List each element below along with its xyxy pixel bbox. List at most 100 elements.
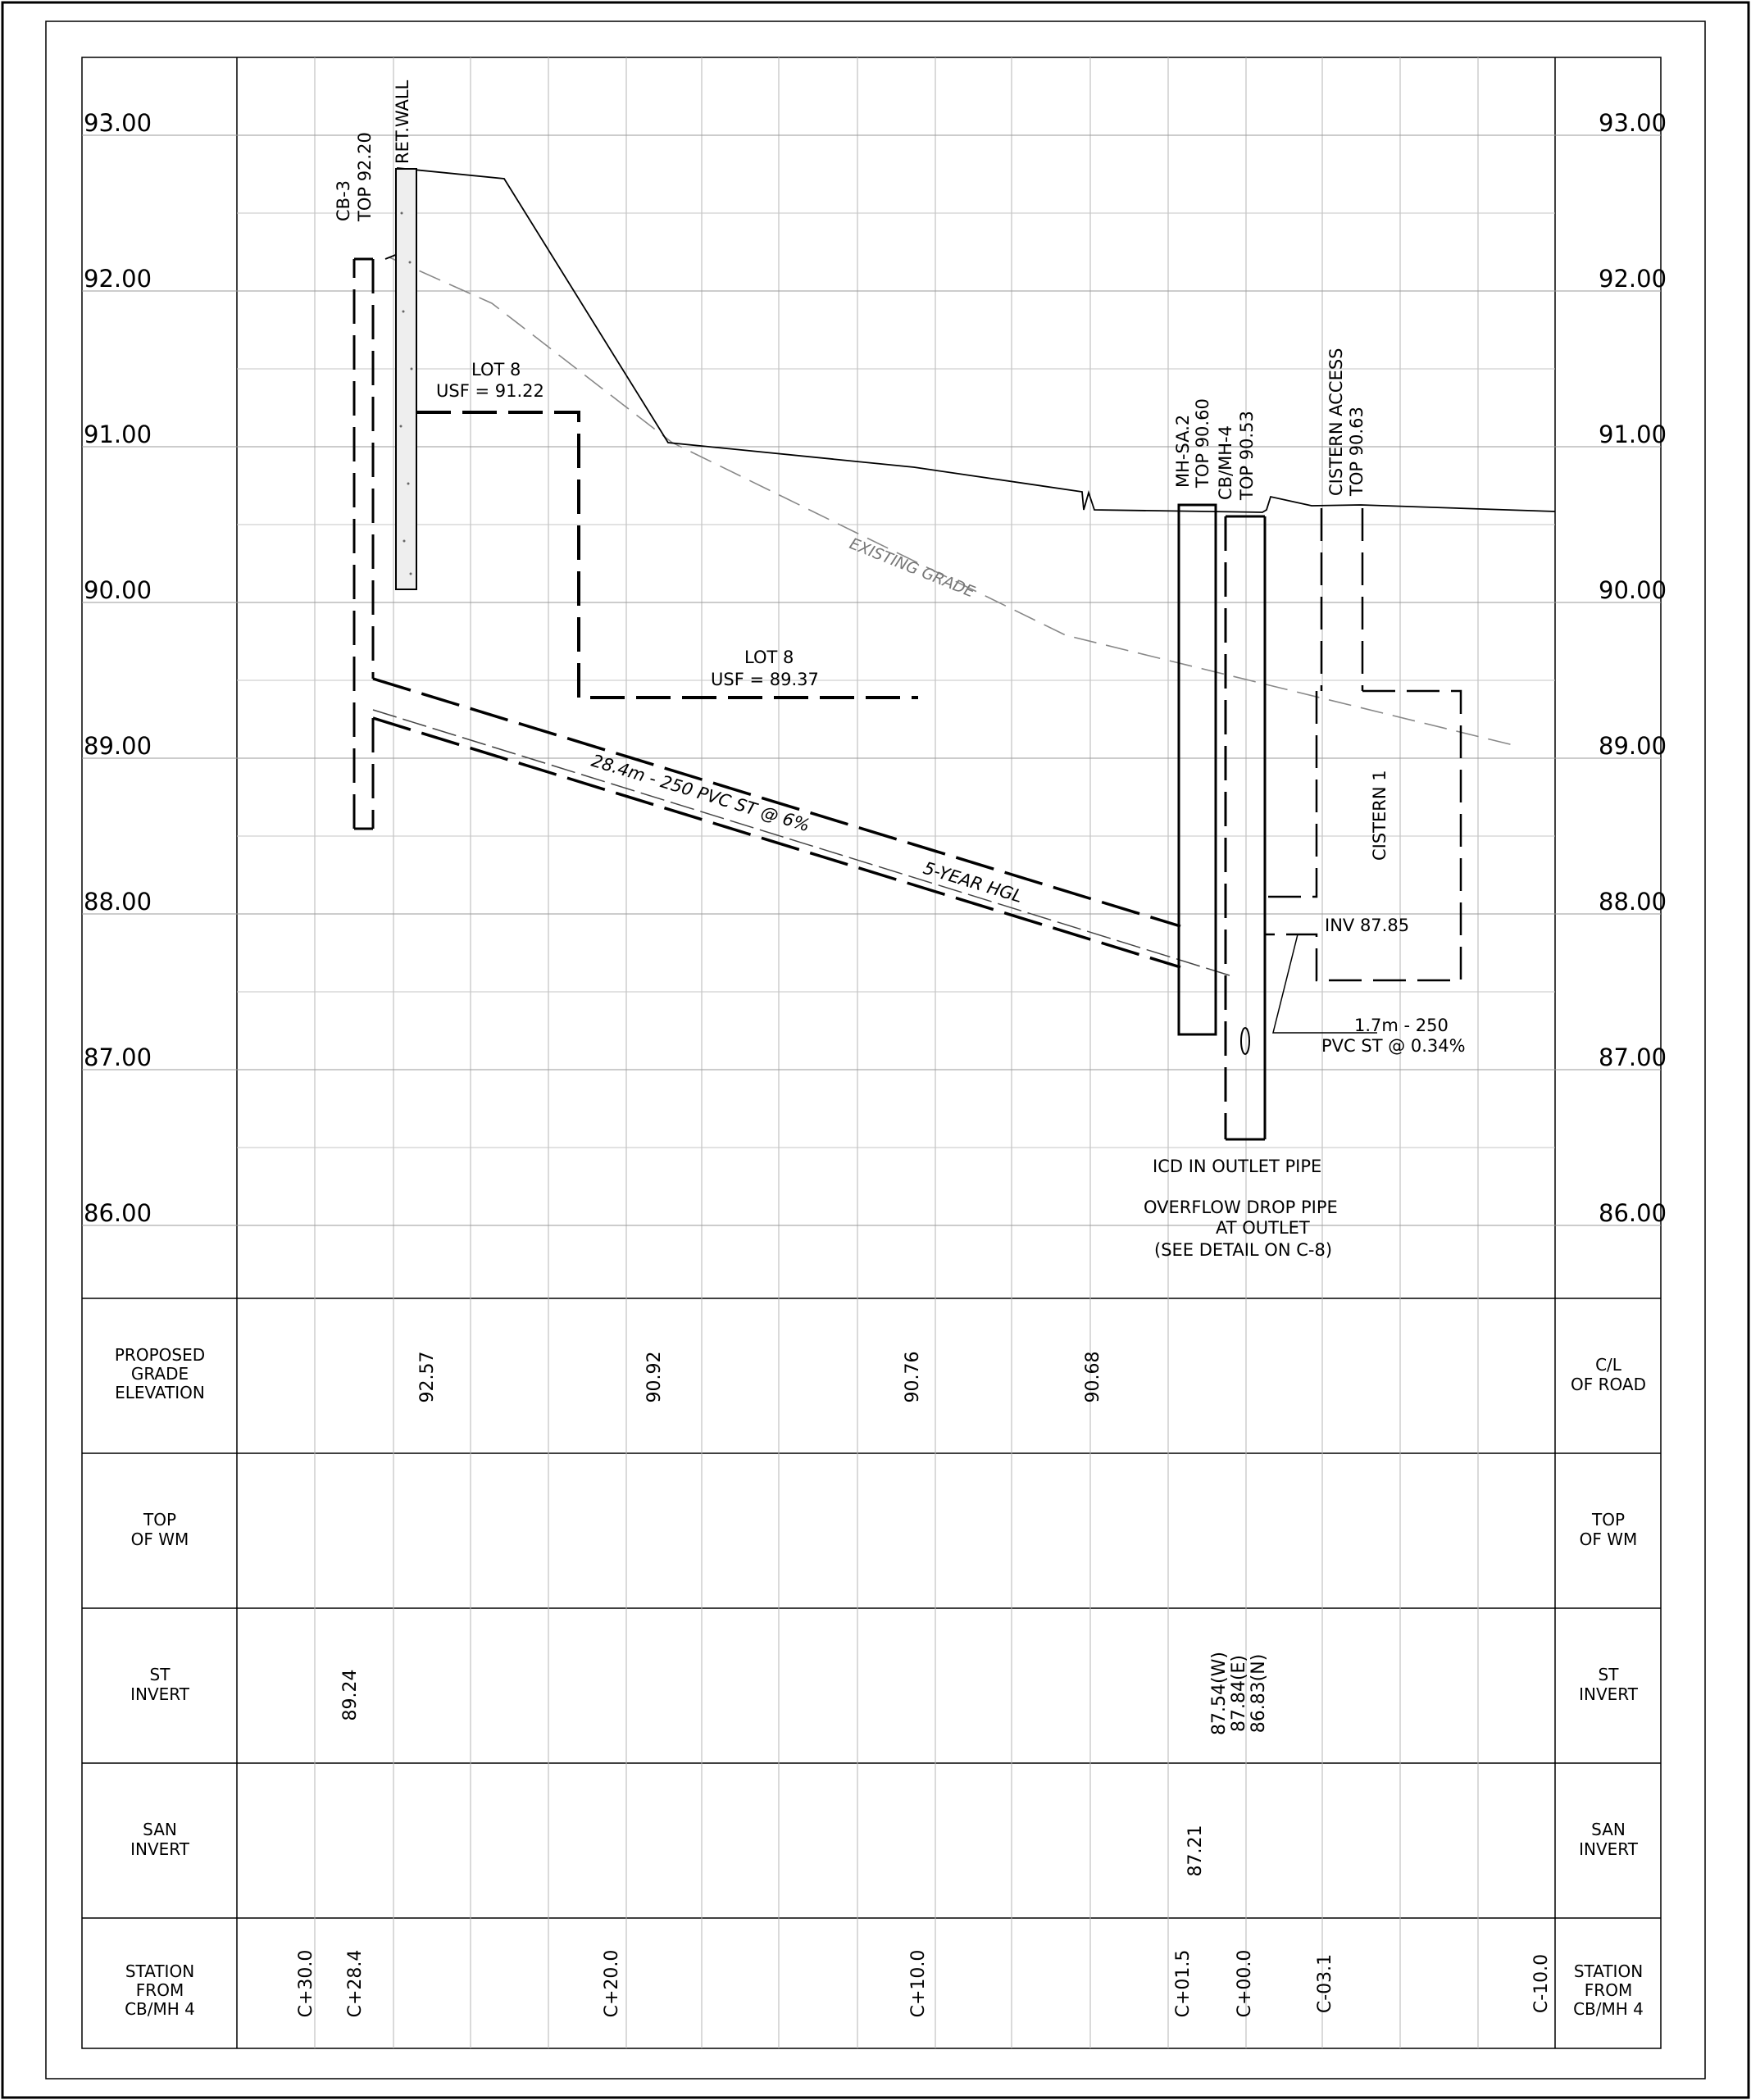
elevation-label: 87.00: [1599, 1043, 1667, 1071]
elevation-axis-right: 93.00 92.00 91.00 90.00 89.00 88.00 87.0…: [1599, 109, 1667, 1227]
cistern-access-label: CISTERN ACCESS: [1326, 348, 1346, 496]
usf-upper-label: USF = 91.22: [436, 381, 544, 401]
row-header-proposed-grade: GRADE: [131, 1364, 189, 1384]
row-header-station: CB/MH 4: [125, 1999, 195, 2019]
table-cell: 86.83(N): [1248, 1654, 1269, 1734]
elevation-label: 89.00: [84, 732, 152, 760]
table-values-san-invert: 87.21: [1185, 1825, 1206, 1877]
cistern-1-structure: [1265, 689, 1462, 982]
table-values-proposed-grade: 92.57 90.92 90.76 90.68: [417, 1352, 1103, 1403]
elevation-label: 93.00: [1599, 109, 1667, 137]
row-header-san-invert: INVERT: [130, 1839, 190, 1859]
icd-note: ICD IN OUTLET PIPE: [1153, 1157, 1321, 1176]
usf-lower-label: USF = 89.37: [711, 670, 819, 689]
elevation-label: 92.00: [84, 265, 152, 293]
row-header-san-invert: SAN: [143, 1820, 177, 1839]
station-label: C-03.1: [1315, 1954, 1335, 2013]
row-header-st-invert: INVERT: [130, 1684, 190, 1704]
elevation-label: 89.00: [1599, 732, 1667, 760]
table-cell: 87.54(W): [1209, 1652, 1230, 1735]
cistern-access-structure: [1320, 508, 1364, 691]
table-row-headers-right: C/L OF ROAD TOP OF WM ST INVERT SAN INVE…: [1571, 1355, 1646, 2019]
table-values-st-invert: 89.24 87.54(W) 87.84(E) 86.83(N): [340, 1652, 1269, 1735]
elevation-axis-left: 93.00 92.00 91.00 90.00 89.00 88.00 87.0…: [84, 109, 152, 1227]
station-label: C-10.0: [1531, 1954, 1552, 2013]
table-values-station: C+30.0 C+28.4 C+20.0 C+10.0 C+01.5 C+00.…: [296, 1950, 1552, 2018]
retaining-wall-label: RET.WALL: [393, 80, 412, 164]
cb3-name-label: CB-3: [334, 180, 353, 221]
table-cell: 92.57: [417, 1352, 438, 1403]
profile-frame: [81, 57, 1662, 2049]
row-header-top-wm: TOP: [143, 1510, 176, 1530]
elevation-label: 91.00: [1599, 420, 1667, 448]
row-header-san-invert: SAN: [1591, 1820, 1626, 1839]
station-label: C+01.5: [1173, 1950, 1194, 2018]
station-label: C+20.0: [602, 1950, 622, 2018]
lot8-lower-label: LOT 8: [744, 648, 794, 667]
row-header-top-wm: OF WM: [131, 1530, 189, 1549]
station-label: C+00.0: [1235, 1950, 1255, 2018]
lot8-usf-footprint: [416, 411, 918, 699]
row-header-top-wm: TOP: [1591, 1510, 1625, 1530]
row-header-st-invert: ST: [1599, 1665, 1620, 1684]
table-cell: 90.68: [1083, 1352, 1103, 1403]
pipe-short-label-1: 1.7m - 250: [1354, 1016, 1449, 1035]
row-header-station: CB/MH 4: [1573, 1999, 1644, 2019]
elevation-label: 86.00: [1599, 1199, 1667, 1227]
lot8-upper-label: LOT 8: [471, 360, 521, 380]
pipe-short-label-2: PVC ST @ 0.34%: [1321, 1036, 1466, 1056]
overflow-note-1: OVERFLOW DROP PIPE: [1144, 1198, 1338, 1217]
station-label: C+10.0: [908, 1950, 929, 2018]
row-header-station: STATION: [1574, 1961, 1643, 1981]
row-header-station: FROM: [136, 1980, 184, 2000]
elevation-label: 88.00: [1599, 888, 1667, 916]
existing-grade-line: [389, 257, 1517, 747]
profile-grid: [82, 57, 1661, 2048]
row-header-proposed-grade: PROPOSED: [115, 1345, 205, 1365]
storm-pipe: [372, 677, 1181, 969]
cb3-structure: [352, 257, 375, 830]
elevation-label: 90.00: [1599, 576, 1667, 604]
row-header-station: FROM: [1585, 1980, 1632, 2000]
elevation-label: 91.00: [84, 420, 152, 448]
inv-label: INV 87.85: [1325, 916, 1409, 935]
elevation-label: 88.00: [84, 888, 152, 916]
row-header-proposed-grade: ELEVATION: [115, 1383, 205, 1402]
inner-border: [45, 20, 1706, 2080]
elevation-label: 92.00: [1599, 265, 1667, 293]
hgl-line: [372, 709, 1230, 976]
cbmh4-top-label: TOP 90.53: [1237, 411, 1257, 501]
row-header-centerline: C/L: [1595, 1355, 1622, 1375]
hgl-label: 5-YEAR HGL: [921, 858, 1025, 907]
table-cell: 87.21: [1185, 1825, 1206, 1877]
short-pipe-leader: [1272, 934, 1377, 1034]
row-header-st-invert: INVERT: [1579, 1684, 1639, 1704]
mh-sa2-structure: [1177, 503, 1217, 1036]
mh-sa2-top-label: TOP 90.60: [1193, 398, 1212, 489]
row-header-station: STATION: [125, 1961, 194, 1981]
mh-sa2-name-label: MH-SA.2: [1173, 415, 1193, 488]
table-row-headers-left: PROPOSED GRADE ELEVATION TOP OF WM ST IN…: [115, 1345, 205, 2019]
overflow-note-2: AT OUTLET: [1216, 1218, 1310, 1238]
cistern-1-label: CISTERN 1: [1370, 770, 1389, 861]
cbmh4-structure: [1224, 515, 1267, 1141]
row-header-centerline: OF ROAD: [1571, 1375, 1646, 1394]
table-cell: 90.92: [644, 1352, 665, 1403]
station-label: C+30.0: [296, 1950, 316, 2018]
existing-grade-label: EXISTING GRADE: [847, 534, 977, 601]
row-header-top-wm: OF WM: [1580, 1530, 1638, 1549]
proposed-grade-line: [384, 167, 1556, 513]
row-header-san-invert: INVERT: [1579, 1839, 1639, 1859]
elevation-label: 87.00: [84, 1043, 152, 1071]
elevation-label: 86.00: [84, 1199, 152, 1227]
table-cell: 87.84(E): [1229, 1655, 1249, 1732]
elevation-label: 93.00: [84, 109, 152, 137]
table-cell: 89.24: [340, 1670, 361, 1721]
elevation-label: 90.00: [84, 576, 152, 604]
retaining-wall-stipple: [399, 211, 413, 575]
cbmh4-name-label: CB/MH-4: [1216, 425, 1235, 500]
row-header-st-invert: ST: [150, 1665, 171, 1684]
icd-symbol: [1240, 1027, 1250, 1055]
